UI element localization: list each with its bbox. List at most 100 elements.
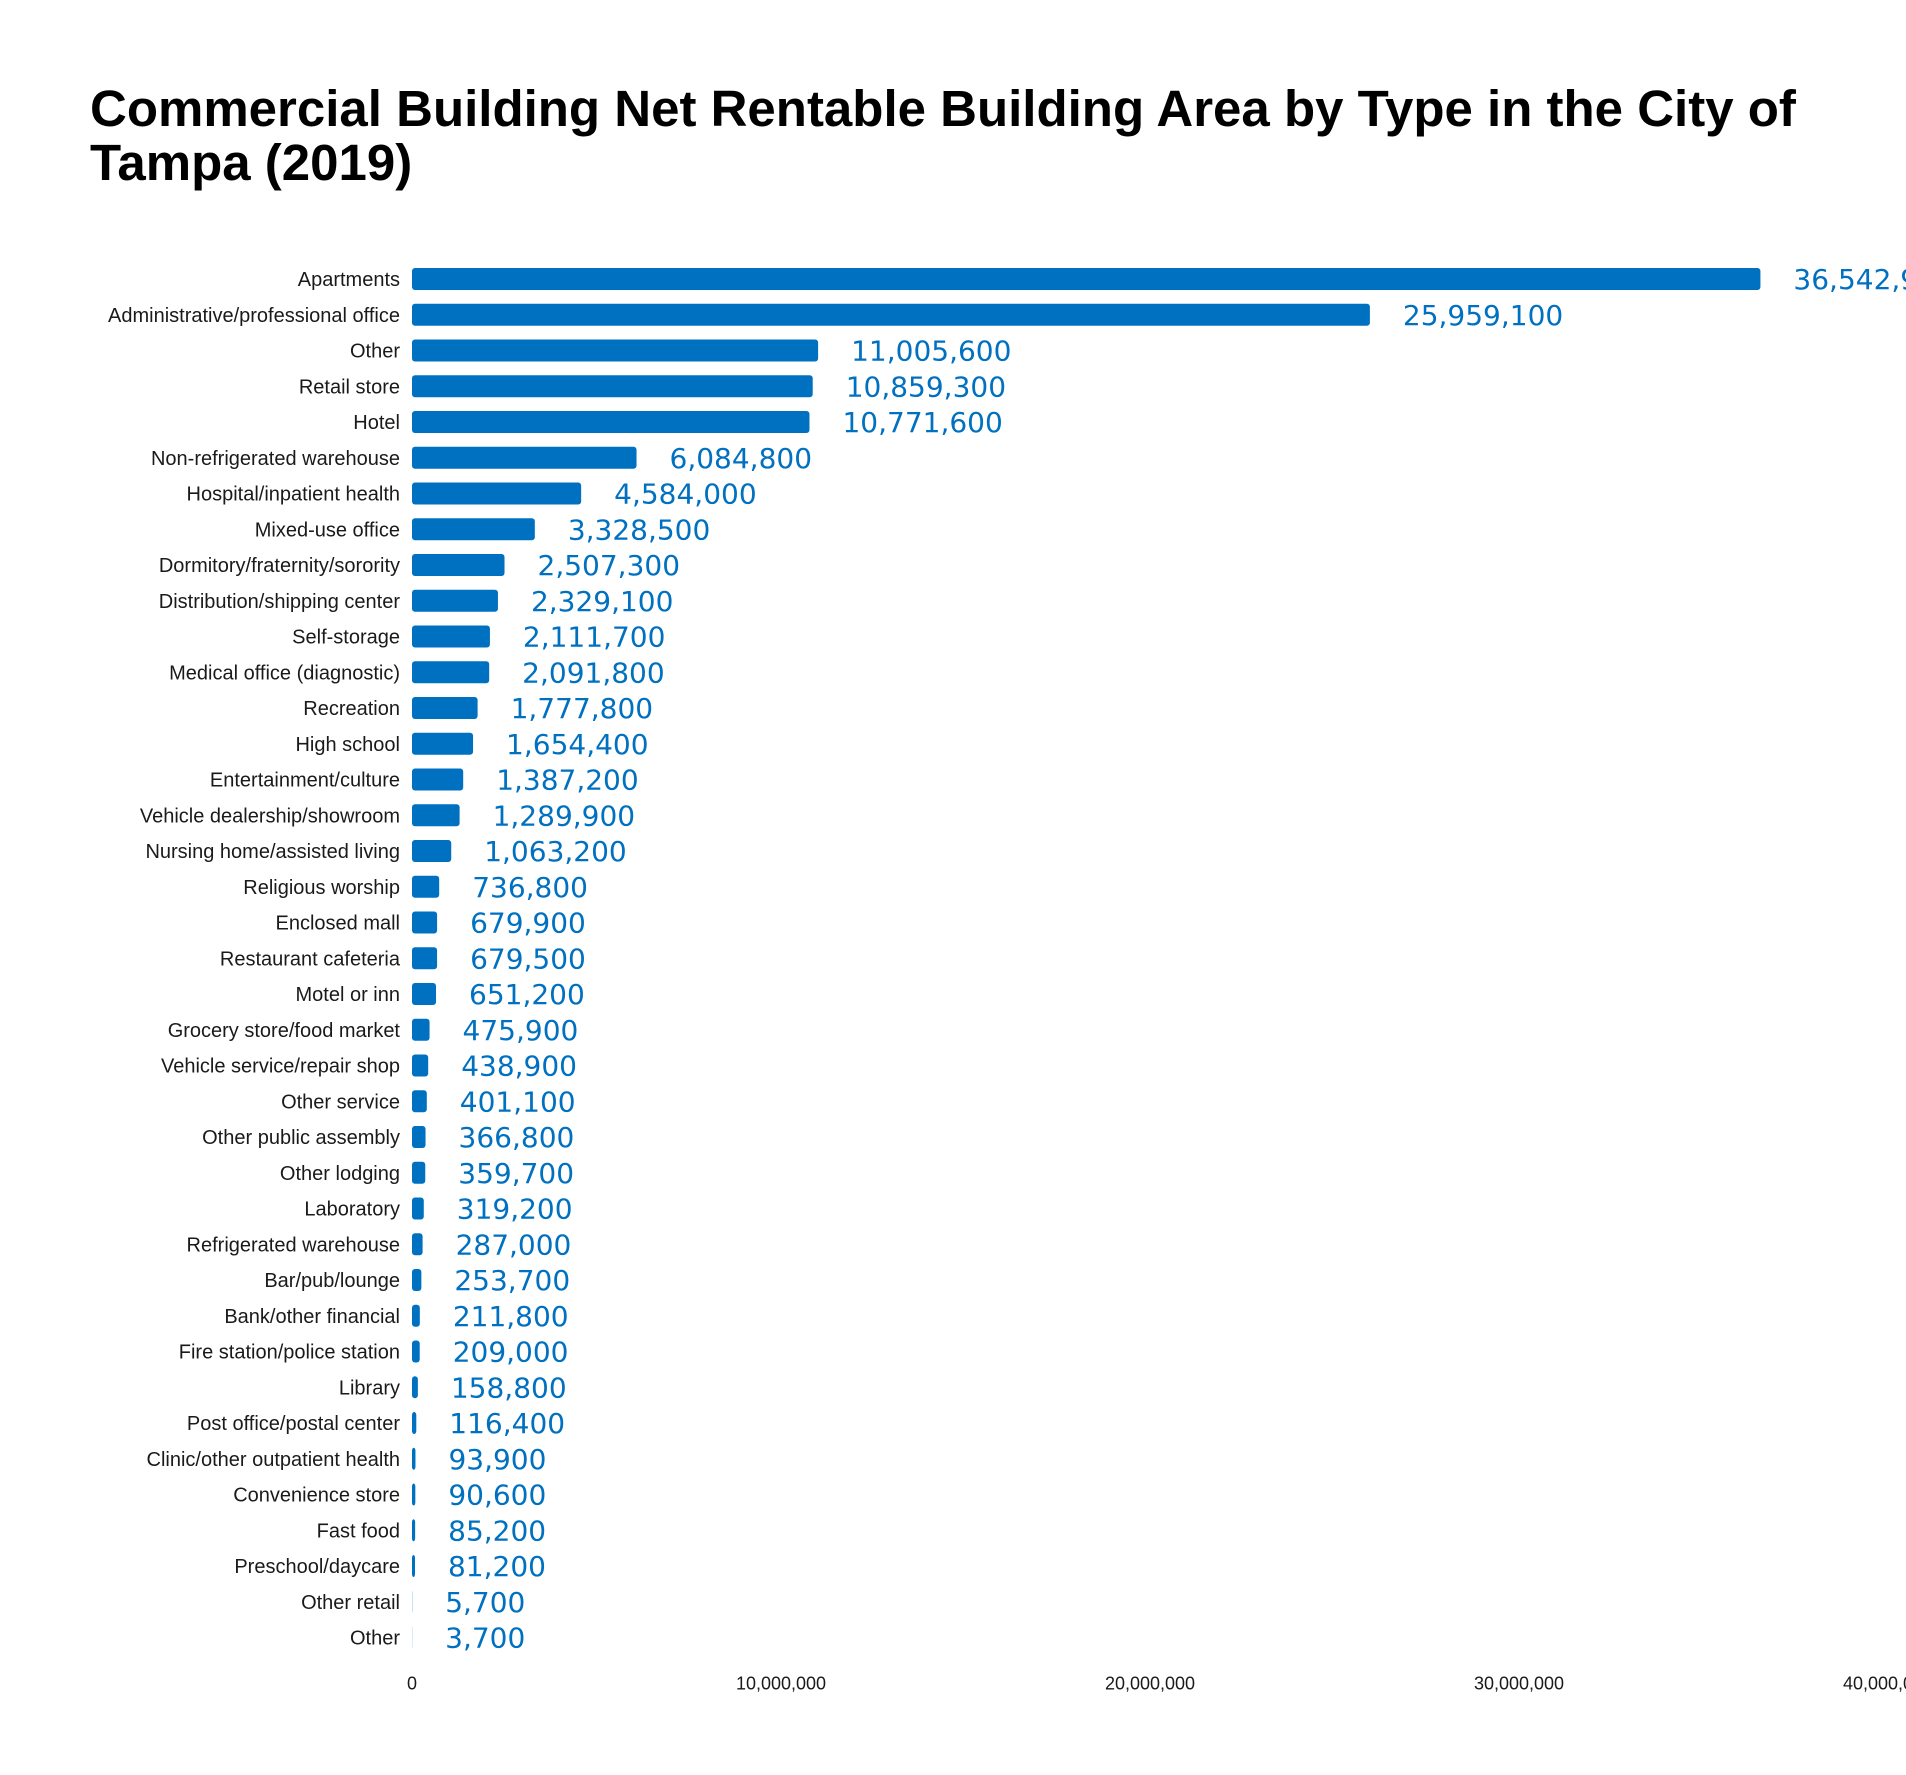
value-label: 2,329,100 [531,585,674,618]
category-label: High school [295,734,400,756]
value-label: 2,111,700 [523,621,666,654]
bar [412,1555,415,1577]
value-label: 1,063,200 [484,835,627,868]
value-label: 6,084,800 [670,442,813,475]
value-label: 287,000 [456,1228,572,1261]
bar [412,339,819,362]
value-label: 158,800 [451,1371,567,1404]
category-label: Non-refrigerated warehouse [151,448,400,470]
bar [412,1197,424,1220]
bar [412,1018,430,1041]
category-label: Vehicle dealership/showroom [140,805,400,827]
category-label: Vehicle service/repair shop [161,1056,400,1078]
value-label: 10,859,300 [846,370,1006,403]
x-tick-label: 40,000,000 [1843,1674,1906,1694]
value-label: 679,900 [470,907,586,940]
value-label: 253,700 [454,1264,570,1297]
value-label: 1,777,800 [511,692,654,725]
value-label: 1,387,200 [496,764,639,797]
value-label: 36,542,900 [1793,263,1906,296]
category-label: Other [350,1628,400,1650]
category-label: Fire station/police station [179,1342,400,1364]
category-label: Enclosed mall [275,913,400,935]
value-label: 3,700 [445,1622,525,1655]
category-label: Grocery store/food market [168,1020,401,1042]
value-label: 211,800 [453,1300,569,1333]
bar [412,1054,429,1077]
bar [412,518,535,541]
x-tick-label: 0 [407,1674,417,1694]
bar [412,303,1370,326]
value-label: 10,771,600 [842,406,1002,439]
value-label: 366,800 [459,1121,575,1154]
bar [412,1304,420,1327]
category-label: Apartments [298,269,400,291]
bar [412,1161,426,1184]
value-label: 3,328,500 [568,513,711,546]
category-label: Recreation [303,698,400,720]
value-label: 2,507,300 [538,549,681,582]
bar [412,1412,417,1434]
value-labels: 36,542,900 25,959,100 11,005,60010,859,300… [445,263,1906,1655]
bar [412,697,478,719]
bar [412,804,460,827]
category-label: Clinic/other outpatient health [147,1449,401,1471]
bar [412,947,438,970]
bars [412,268,1761,1649]
category-label: Entertainment/culture [210,770,400,792]
bar [412,554,505,576]
bar [412,446,637,469]
value-label: 116,400 [449,1407,565,1440]
bar [412,589,498,612]
bar [412,732,474,755]
category-label: Mixed-use office [255,519,400,541]
bar [412,411,810,433]
category-label: Administrative/professional office [108,305,400,327]
category-label: Hotel [353,412,400,434]
bar [412,1126,426,1148]
x-tick-label: 30,000,000 [1474,1674,1564,1694]
value-label: 319,200 [457,1193,573,1226]
category-label: Motel or inn [296,984,401,1006]
category-label: Library [339,1377,400,1399]
bar [412,1269,422,1291]
category-label: Hospital/inpatient health [187,484,400,506]
value-label: 25,959,100 [1403,299,1563,332]
category-label: Dormitory/fraternity/sorority [159,555,400,577]
bar [412,1090,427,1113]
bar [412,1447,416,1470]
value-label: 679,500 [470,942,586,975]
value-label: 651,200 [469,978,585,1011]
category-label: Other public assembly [202,1127,400,1149]
category-label: Other lodging [280,1163,400,1185]
bar [412,1519,416,1542]
category-label: Retail store [299,376,400,398]
chart-title: Commercial Building Net Rentable Buildin… [90,80,1796,191]
category-label: Other [350,341,400,363]
bar [412,840,452,862]
category-label: Preschool/daycare [234,1556,400,1578]
bar [412,1483,416,1506]
value-label: 1,289,900 [493,799,636,832]
category-label: Bank/other financial [224,1306,400,1328]
value-label: 5,700 [445,1586,525,1619]
bar [412,482,582,505]
bar [412,983,437,1005]
value-label: 736,800 [472,871,588,904]
value-label: 4,584,000 [614,478,757,511]
value-label: 2,091,800 [522,656,665,689]
category-label: Self-storage [292,627,400,649]
value-label: 93,900 [448,1443,546,1476]
value-label: 475,900 [463,1014,579,1047]
category-label: Bar/pub/lounge [264,1270,400,1292]
bar [412,1233,423,1256]
category-label: Laboratory [304,1199,400,1221]
value-label: 438,900 [461,1050,577,1083]
bar [412,911,438,934]
bar [412,625,490,648]
category-label: Distribution/shipping center [159,591,401,613]
category-label: Other service [281,1091,400,1113]
bar [412,1376,418,1399]
x-tick-label: 10,000,000 [736,1674,826,1694]
